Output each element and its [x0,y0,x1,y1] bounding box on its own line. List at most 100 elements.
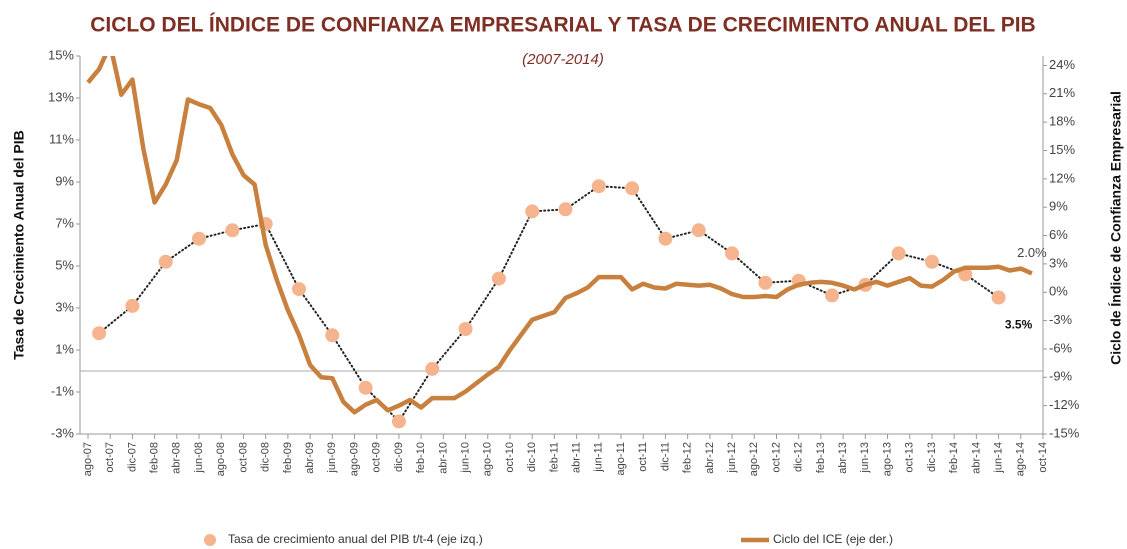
connector [297,288,334,337]
x-tick-label: abr-12 [704,442,716,474]
x-tick-label: oct-12 [770,442,782,473]
marker [991,290,1006,305]
y2-tick-label: -12% [1049,397,1080,412]
y2-tick-label: 3% [1049,255,1068,270]
chart-title: CICLO DEL ÍNDICE DE CONFIANZA EMPRESARIA… [90,14,1035,37]
plot-area [80,56,1043,429]
x-tick-label: feb-14 [948,442,960,473]
connector [397,367,434,423]
marker [625,181,640,196]
y2-axis-label: Ciclo de Índice de Confianza Empresarial [1108,91,1124,365]
marker [591,179,606,194]
x-tick-label: dic-12 [793,442,805,472]
x-tick-label: jun-12 [726,442,738,474]
x-tick-label: feb-11 [548,442,560,472]
x-tick-label: feb-12 [682,442,694,473]
marker [458,322,473,336]
y-tick-label: -1% [51,383,75,398]
x-tick-label: jun-11 [593,442,605,473]
marker [291,282,306,297]
x-tick-label: dic-07 [126,442,138,472]
y-tick-label: 3% [55,299,74,314]
x-tick-label: dic-11 [659,442,671,471]
x-tick-label: abr-09 [304,442,316,474]
marker [425,361,440,376]
x-tick-label: feb-09 [282,442,294,473]
marker [358,380,373,395]
x-tick-label: dic-09 [393,442,405,472]
connector [464,277,500,330]
x-tick-label: dic-10 [526,442,538,472]
x-tick-label: ago-08 [215,442,227,476]
connector [264,223,300,291]
marker [891,246,906,261]
y2-tick-label: 9% [1049,199,1068,214]
y-axis-label: Tasa de Crecimiento Anual del PIB [11,130,27,360]
y2-tick-label: -6% [1049,340,1073,355]
marker [125,298,140,313]
x-tick-label: jun-09 [326,442,338,474]
y-tick-label: 13% [48,89,74,104]
x-tick-label: abr-14 [970,442,982,474]
x-tick-label: oct-13 [904,442,916,473]
x-tick-label: ago-14 [1015,442,1027,476]
y2-tick-label: 21% [1049,85,1075,100]
legend-label: Tasa de crecimiento anual del PIB t/t-4 … [228,532,483,546]
marker [658,231,673,246]
x-tick-label: jun-10 [459,442,471,474]
y2-tick-label: -3% [1049,312,1073,327]
marker [325,328,340,343]
x-tick-label: feb-10 [415,442,427,473]
x-tick-label: oct-08 [237,442,249,473]
x-tick-label: dic-13 [926,442,938,472]
connector [731,252,767,284]
legend-label: Ciclo del ICE (eje der.) [773,532,893,546]
y-tick-label: 15% [48,47,74,62]
connector [864,252,900,286]
x-tick-label: abr-13 [837,442,849,474]
y-tick-label: 7% [55,215,74,230]
value-label: 3.5% [1005,318,1033,332]
y-tick-label: 5% [55,257,74,272]
marker [758,275,773,290]
marker [192,231,207,246]
marker [491,271,506,286]
x-tick-label: oct-07 [104,442,116,473]
x-tick-label: feb-08 [149,442,161,473]
x-tick-label: ago-07 [82,442,94,476]
y-tick-label: -3% [51,425,75,440]
x-tick-label: feb-13 [815,442,827,473]
y-tick-label: 9% [55,173,74,188]
marker [391,414,406,429]
marker [691,223,706,238]
x-tick-label: oct-10 [504,442,516,473]
y2-tick-label: 6% [1049,227,1068,242]
x-tick-label: jun-13 [859,442,871,474]
x-tick-label: oct-09 [371,442,383,473]
connector [98,304,134,335]
connector [431,328,467,370]
x-tick-label: ago-11 [615,442,627,475]
chart-subtitle: (2007-2014) [522,51,604,68]
y2-tick-label: 0% [1049,284,1068,299]
connector [497,210,534,280]
marker [225,223,240,238]
x-tick-label: abr-11 [571,442,583,473]
marker [558,202,573,217]
marker [92,326,107,341]
marker [725,246,740,261]
connector [631,187,667,240]
marker [525,204,540,219]
x-tick-label: oct-14 [1037,442,1049,473]
y2-tick-label: 18% [1049,114,1075,129]
y2-tick-label: -15% [1049,425,1080,440]
series-line [86,56,1033,415]
x-tick-label: jun-08 [193,442,205,474]
y-tick-label: 11% [49,131,74,146]
connector [331,334,367,389]
x-tick-label: abr-08 [171,442,183,474]
marker [924,254,939,269]
legend-swatch [204,534,216,546]
y-tick-label: 1% [55,341,74,356]
marker [158,254,173,269]
